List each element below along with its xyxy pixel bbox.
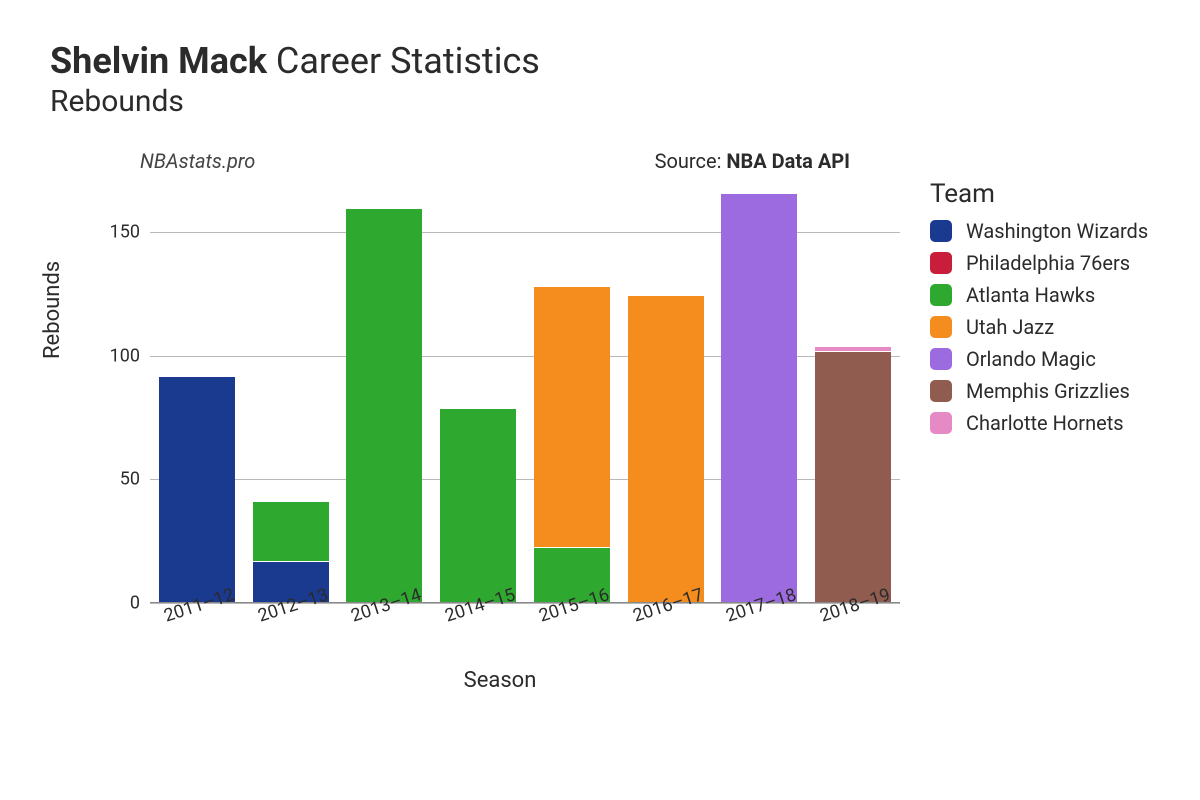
legend-swatch	[930, 412, 952, 434]
bar-segment	[253, 502, 329, 561]
x-axis-label: Season	[100, 668, 900, 693]
bar-segment	[440, 409, 516, 602]
site-watermark: NBAstats.pro	[140, 149, 255, 173]
legend-label: Washington Wizards	[966, 219, 1148, 243]
legend-swatch	[930, 220, 952, 242]
bar-segment	[721, 194, 797, 602]
source-attribution: Source: NBA Data API	[655, 149, 850, 173]
bar-segment	[159, 377, 235, 602]
y-tick: 150	[100, 222, 140, 243]
bar-segment	[815, 352, 891, 602]
bar-segment	[815, 347, 891, 352]
legend-item: Atlanta Hawks	[930, 283, 1148, 307]
chart-plot: 050100150 2011–122012–132013–142014–1520…	[100, 183, 900, 603]
bar-segment	[346, 209, 422, 602]
y-tick: 50	[100, 469, 140, 490]
bar-column	[440, 409, 516, 602]
chart-subtitle: Rebounds	[50, 84, 1150, 119]
legend-label: Orlando Magic	[966, 347, 1096, 371]
legend-item: Charlotte Hornets	[930, 411, 1148, 435]
bar-column	[534, 287, 610, 602]
chart-title: Shelvin Mack Career Statistics	[50, 40, 1150, 82]
legend-swatch	[930, 284, 952, 306]
bar-column	[628, 296, 704, 602]
bar-column	[815, 347, 891, 602]
legend-item: Washington Wizards	[930, 219, 1148, 243]
legend-label: Memphis Grizzlies	[966, 379, 1130, 403]
legend-label: Charlotte Hornets	[966, 411, 1124, 435]
bar-segment	[628, 296, 704, 602]
y-tick: 100	[100, 345, 140, 366]
y-tick: 0	[100, 593, 140, 614]
legend-item: Orlando Magic	[930, 347, 1148, 371]
legend-swatch	[930, 348, 952, 370]
bar-column	[159, 377, 235, 602]
legend: Team Washington Wizards Philadelphia 76er…	[930, 179, 1148, 443]
bar-column	[346, 209, 422, 602]
legend-label: Philadelphia 76ers	[966, 251, 1130, 275]
bar-segment	[534, 287, 610, 546]
legend-swatch	[930, 252, 952, 274]
y-axis-label: Rebounds	[40, 261, 65, 359]
legend-swatch	[930, 380, 952, 402]
legend-item: Memphis Grizzlies	[930, 379, 1148, 403]
legend-label: Atlanta Hawks	[966, 283, 1095, 307]
legend-item: Utah Jazz	[930, 315, 1148, 339]
legend-swatch	[930, 316, 952, 338]
legend-item: Philadelphia 76ers	[930, 251, 1148, 275]
legend-label: Utah Jazz	[966, 315, 1054, 339]
bar-column	[721, 194, 797, 602]
legend-title: Team	[930, 179, 1148, 209]
